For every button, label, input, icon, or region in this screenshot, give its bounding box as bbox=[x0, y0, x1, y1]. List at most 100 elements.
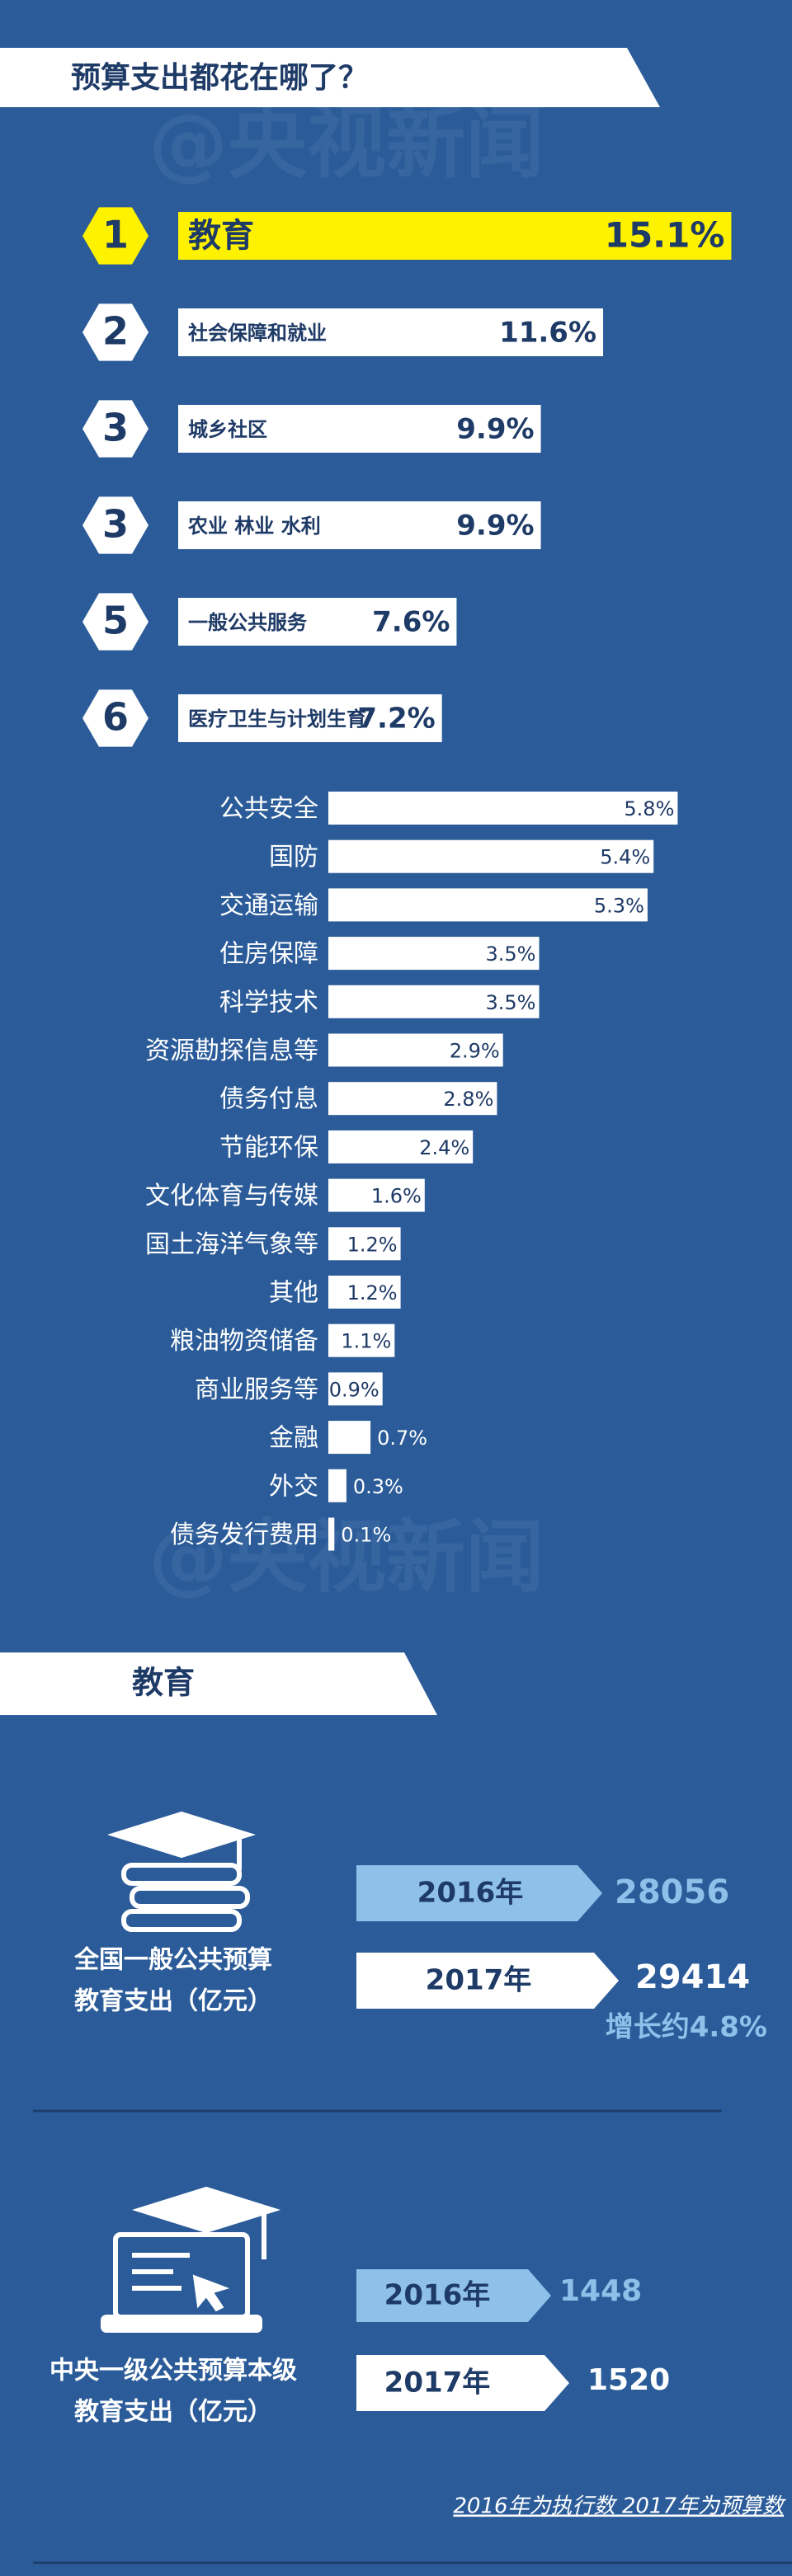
bar bbox=[328, 1469, 346, 1502]
rank-number: 6 bbox=[102, 695, 129, 740]
value-label: 1.1% bbox=[341, 1330, 391, 1353]
category-label: 外交 bbox=[269, 1472, 318, 1501]
value-label: 0.1% bbox=[341, 1524, 391, 1547]
section-title: 教育 bbox=[132, 1665, 195, 1701]
value-label: 1520 bbox=[587, 2363, 670, 2397]
year-arrow bbox=[356, 2355, 569, 2411]
rank-number: 3 bbox=[102, 502, 129, 547]
year-arrow bbox=[356, 2269, 551, 2322]
rank-number: 1 bbox=[102, 213, 129, 257]
bar bbox=[328, 839, 654, 873]
ranking: 1 教育 15.1% 2 社会保障和就业 11.6% 3 城乡社区 9.9% 3 农业 林业 水利 9… bbox=[82, 207, 732, 747]
category-label: 债务付息 bbox=[219, 1085, 318, 1114]
watermark: @央视新闻 bbox=[148, 96, 544, 189]
bar bbox=[328, 985, 540, 1018]
rank-hexagon bbox=[82, 400, 148, 458]
value-label: 7.2% bbox=[357, 703, 435, 736]
section-banner bbox=[0, 1652, 437, 1715]
category-label: 节能环保 bbox=[219, 1133, 318, 1162]
rank-number: 5 bbox=[102, 599, 129, 643]
bar bbox=[328, 1421, 371, 1455]
year-arrow bbox=[356, 1953, 619, 2009]
value-label: 9.9% bbox=[456, 413, 534, 446]
bar bbox=[328, 1033, 503, 1067]
value-label: 0.3% bbox=[353, 1475, 403, 1498]
bar bbox=[328, 1517, 335, 1551]
value-label: 2.8% bbox=[443, 1088, 493, 1111]
block-label: 全国一般公共预算 bbox=[73, 1946, 272, 1975]
year-label: 2017年 bbox=[426, 1964, 532, 1997]
value-label: 5.4% bbox=[600, 846, 650, 869]
bar bbox=[178, 405, 541, 453]
block-label: 中央一级公共预算本级 bbox=[50, 2357, 297, 2386]
bar bbox=[178, 694, 442, 742]
rank-hexagon bbox=[82, 207, 148, 265]
bar bbox=[328, 1082, 497, 1116]
value-label: 1448 bbox=[559, 2274, 642, 2308]
block-label: 教育支出（亿元） bbox=[74, 2398, 272, 2427]
category-label: 一般公共服务 bbox=[188, 611, 308, 634]
year-arrow bbox=[356, 1865, 602, 1921]
value-label: 5.8% bbox=[624, 797, 674, 820]
value-label: 3.5% bbox=[486, 991, 536, 1014]
bar bbox=[178, 598, 457, 646]
bar bbox=[178, 308, 604, 356]
rank-number: 2 bbox=[102, 309, 129, 354]
value-label: 3.5% bbox=[486, 942, 536, 966]
value-label: 0.7% bbox=[377, 1427, 427, 1450]
rank-hexagon bbox=[82, 689, 148, 747]
category-label: 科学技术 bbox=[219, 988, 318, 1017]
value-label: 9.9% bbox=[456, 510, 534, 543]
bar bbox=[328, 937, 540, 971]
category-label: 债务发行费用 bbox=[170, 1521, 318, 1549]
year-label: 2016年 bbox=[384, 2279, 491, 2312]
value-label: 7.6% bbox=[372, 606, 450, 639]
category-label: 国土海洋气象等 bbox=[145, 1230, 318, 1259]
year-label: 2017年 bbox=[384, 2367, 491, 2400]
value-label: 11.6% bbox=[499, 317, 596, 350]
category-label: 商业服务等 bbox=[195, 1375, 318, 1404]
block-label: 教育支出（亿元） bbox=[74, 1987, 272, 2016]
category-label: 粮油物资储备 bbox=[170, 1327, 318, 1356]
growth-label: 增长约4.8% bbox=[606, 2011, 767, 2044]
bar bbox=[328, 792, 678, 825]
value-label: 1.2% bbox=[347, 1281, 398, 1304]
laptop-icon bbox=[101, 2186, 281, 2333]
value-label: 5.3% bbox=[594, 894, 644, 917]
value-label: 0.9% bbox=[329, 1378, 380, 1401]
category-label: 交通运输 bbox=[219, 891, 318, 920]
bar bbox=[178, 212, 732, 260]
bar bbox=[328, 1227, 401, 1261]
rank-hexagon bbox=[82, 593, 148, 651]
year-label: 2016年 bbox=[417, 1877, 524, 1910]
value-label: 1.6% bbox=[371, 1185, 422, 1208]
title-banner bbox=[0, 48, 660, 107]
value-label: 28056 bbox=[615, 1873, 729, 1911]
bar bbox=[328, 1372, 383, 1406]
bar bbox=[328, 1323, 395, 1357]
category-label: 教育 bbox=[188, 217, 254, 255]
bar bbox=[178, 501, 541, 549]
title: 预算支出都花在哪了？ bbox=[71, 61, 368, 95]
watermark: @央视新闻 bbox=[148, 1511, 544, 1603]
category-label: 资源勘探信息等 bbox=[145, 1037, 318, 1065]
category-label: 城乡社区 bbox=[188, 418, 267, 441]
bar bbox=[328, 888, 648, 922]
bar bbox=[328, 1276, 401, 1309]
value-label: 29414 bbox=[635, 1958, 750, 1996]
category-label: 文化体育与传媒 bbox=[145, 1182, 318, 1210]
note: 2016年为执行数 2017年为预算数 bbox=[453, 2494, 786, 2519]
bar bbox=[328, 1130, 474, 1163]
rank-hexagon bbox=[82, 496, 148, 554]
value-label: 15.1% bbox=[605, 215, 725, 256]
books-icon bbox=[106, 1811, 257, 1932]
value-label: 2.9% bbox=[450, 1040, 500, 1063]
category-label: 国防 bbox=[269, 843, 318, 872]
value-label: 2.4% bbox=[419, 1136, 469, 1159]
rank-number: 3 bbox=[102, 406, 129, 450]
category-label: 公共安全 bbox=[219, 795, 318, 824]
category-label: 农业 林业 水利 bbox=[187, 515, 321, 538]
bar bbox=[328, 1178, 425, 1212]
